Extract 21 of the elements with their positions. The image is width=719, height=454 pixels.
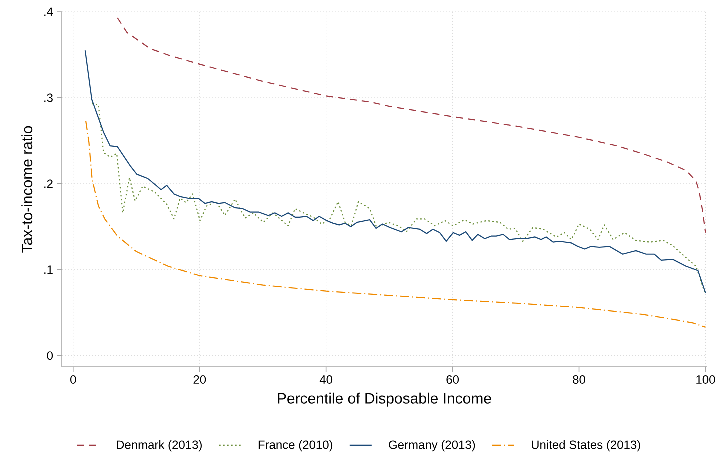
y-axis-title: Tax-to-income ratio <box>22 126 33 253</box>
y-tick-label: .3 <box>44 94 53 102</box>
x-tick-label: 60 <box>446 376 460 384</box>
y-tick-label: 0 <box>47 352 54 360</box>
legend-label: France (2010) <box>258 440 333 452</box>
x-tick-label: 100 <box>696 376 716 384</box>
x-tick-label: 80 <box>573 376 586 384</box>
x-tick-label: 40 <box>320 376 333 384</box>
line-series <box>117 17 706 234</box>
x-tick-label: 20 <box>194 376 206 384</box>
line-series <box>84 50 706 294</box>
line-series <box>92 103 706 296</box>
legend-label: United States (2013) <box>532 440 640 452</box>
y-tick-label: .1 <box>44 266 53 274</box>
x-axis-title: Percentile of Disposable Income <box>278 392 492 407</box>
x-tick-label: 0 <box>70 376 76 384</box>
legend-label: Germany (2013) <box>389 440 476 452</box>
y-tick-label: .4 <box>44 8 54 16</box>
y-tick-label: .2 <box>44 180 53 188</box>
legend-label: Denmark (2013) <box>117 440 202 452</box>
line-series <box>85 120 706 328</box>
